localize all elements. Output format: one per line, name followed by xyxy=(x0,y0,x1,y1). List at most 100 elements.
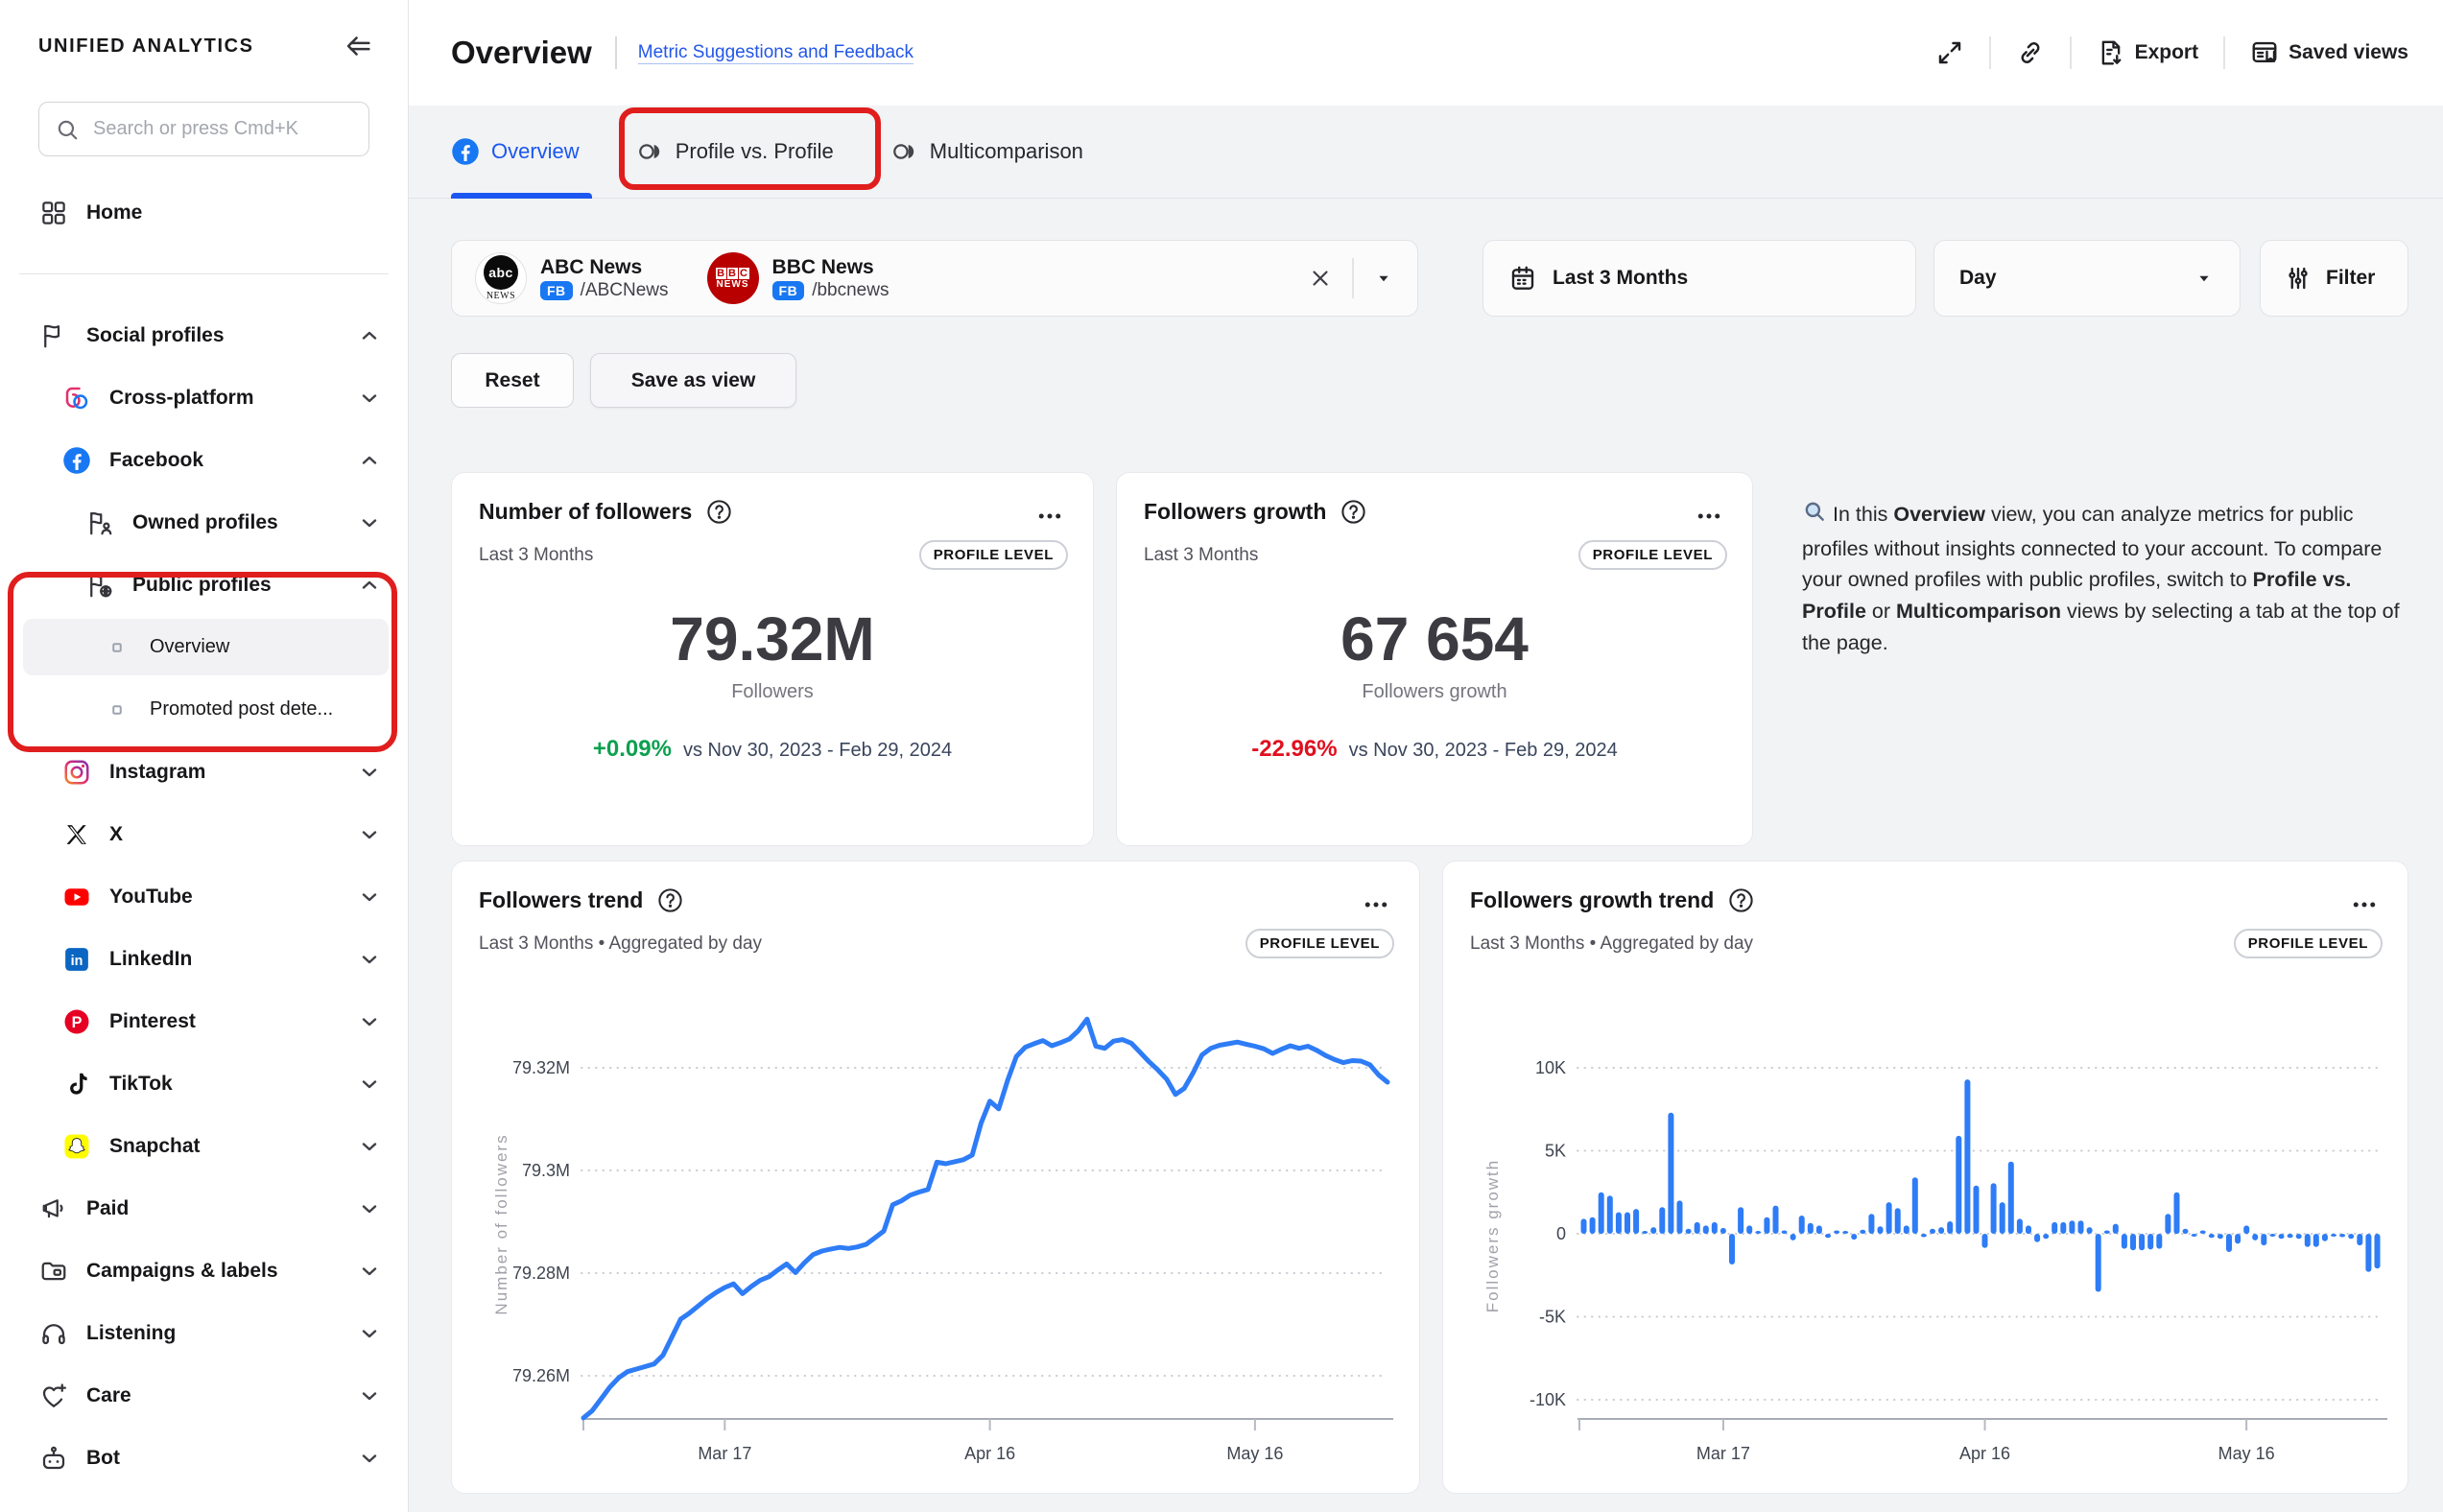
sidebar-item-label: Home xyxy=(86,201,143,224)
chevron-up-icon[interactable] xyxy=(358,324,381,347)
tab-label: Multicomparison xyxy=(929,139,1083,163)
svg-text:79.26M: 79.26M xyxy=(512,1366,570,1385)
granularity-select[interactable]: Day xyxy=(1933,240,2241,317)
info-text-segment: view, you can analyze metrics for public… xyxy=(1802,503,2383,592)
chevron-down-icon[interactable] xyxy=(358,948,381,971)
svg-text:0: 0 xyxy=(1556,1224,1566,1243)
help-icon[interactable] xyxy=(1727,886,1755,914)
sidebar-item-label: YouTube xyxy=(109,885,193,908)
help-icon[interactable] xyxy=(1340,498,1367,526)
card-menu-icon[interactable] xyxy=(1695,502,1723,531)
saved-views-button[interactable]: Saved views xyxy=(2250,38,2408,67)
svg-text:P: P xyxy=(72,1014,83,1031)
info-text-segment: Profile vs. Profile xyxy=(1802,568,2352,624)
filter-sliders-icon xyxy=(2284,264,2313,293)
date-range-button[interactable]: Last 3 Months xyxy=(1482,240,1916,317)
sidebar-search[interactable] xyxy=(38,102,369,156)
sidebar-item-linkedin[interactable]: in LinkedIn xyxy=(0,928,408,990)
export-button[interactable]: Export xyxy=(2097,38,2198,67)
kpi-value-label: Followers growth xyxy=(1362,681,1507,703)
filter-button[interactable]: Filter xyxy=(2260,240,2408,317)
folder-icon xyxy=(38,1256,69,1287)
collapse-sidebar-icon[interactable] xyxy=(341,29,375,63)
topbar-separator xyxy=(1988,36,1991,69)
card-menu-icon[interactable] xyxy=(1362,890,1390,919)
info-text-segment: or xyxy=(1865,600,1896,624)
instagram-icon xyxy=(61,757,92,788)
help-icon[interactable] xyxy=(705,498,733,526)
card-menu-icon[interactable] xyxy=(1035,502,1064,531)
chevron-down-icon[interactable] xyxy=(358,1322,381,1345)
sidebar-item-instagram[interactable]: Instagram xyxy=(0,741,408,803)
tab-multicomparison[interactable]: Multicomparison xyxy=(891,138,1083,165)
sidebar-item-label: Listening xyxy=(86,1321,177,1344)
chevron-down-icon[interactable] xyxy=(358,387,381,410)
sidebar-item-x[interactable]: X xyxy=(0,803,408,865)
svg-text:10K: 10K xyxy=(1535,1058,1566,1077)
chevron-up-icon[interactable] xyxy=(358,574,381,597)
chevron-down-icon[interactable] xyxy=(358,511,381,534)
sidebar-item-paid[interactable]: Paid xyxy=(0,1177,408,1240)
sidebar-item-cross-platform[interactable]: Cross-platform xyxy=(0,366,408,429)
sidebar-item-overview[interactable]: Overview xyxy=(0,616,408,678)
chevron-down-icon[interactable] xyxy=(358,1073,381,1096)
sidebar-item-tiktok[interactable]: TikTok xyxy=(0,1052,408,1115)
share-link-icon[interactable] xyxy=(2016,38,2045,67)
chevron-down-icon[interactable] xyxy=(358,886,381,909)
headphones-icon xyxy=(38,1318,69,1349)
flag-icon xyxy=(38,320,69,351)
number-of-followers-card: Number of followers Last 3 Months PROFIL… xyxy=(451,472,1094,846)
chevron-down-icon[interactable] xyxy=(358,1384,381,1407)
chevron-down-icon[interactable] xyxy=(358,1447,381,1470)
flag-globe-icon xyxy=(84,570,115,601)
sidebar-item-facebook[interactable]: Facebook xyxy=(0,429,408,491)
expand-icon[interactable] xyxy=(1935,38,1964,67)
reset-button[interactable]: Reset xyxy=(451,353,574,408)
sidebar-item-label: Cross-platform xyxy=(109,386,254,409)
card-menu-icon[interactable] xyxy=(2350,890,2379,919)
sidebar-item-campaigns-labels[interactable]: Campaigns & labels xyxy=(0,1240,408,1302)
sidebar-item-owned-profiles[interactable]: Owned profiles xyxy=(0,491,408,554)
sidebar-item-bot[interactable]: Bot xyxy=(0,1427,408,1489)
sidebar-item-promoted-post-detail[interactable]: Promoted post dete... xyxy=(0,678,408,741)
profile-selector-caret-icon[interactable] xyxy=(1373,268,1394,289)
sidebar-item-youtube[interactable]: YouTube xyxy=(0,865,408,928)
chevron-down-icon[interactable] xyxy=(358,1197,381,1220)
sidebar-item-label: Instagram xyxy=(109,760,206,783)
search-input[interactable] xyxy=(91,117,353,141)
topbar-separator xyxy=(2069,36,2072,69)
kpi-value-label: Followers xyxy=(731,681,814,703)
chevron-down-icon[interactable] xyxy=(358,1010,381,1033)
profile-chip-bbcnews[interactable]: B B C NEWS BBC News FB/bbcnews xyxy=(706,252,889,304)
sidebar-item-pinterest[interactable]: P Pinterest xyxy=(0,990,408,1052)
clear-profiles-icon[interactable] xyxy=(1308,266,1333,291)
help-icon[interactable] xyxy=(656,886,684,914)
chevron-down-icon[interactable] xyxy=(358,761,381,784)
sidebar-item-label: Paid xyxy=(86,1196,130,1219)
tab-label: Overview xyxy=(491,139,580,163)
tab-profile-vs-profile[interactable]: Profile vs. Profile xyxy=(637,138,834,165)
heart-plus-icon xyxy=(38,1381,69,1411)
sidebar-item-listening[interactable]: Listening xyxy=(0,1302,408,1364)
chevron-down-icon[interactable] xyxy=(358,1260,381,1283)
save-as-view-button[interactable]: Save as view xyxy=(590,353,796,408)
active-tab-underline xyxy=(451,193,592,199)
sidebar-item-home[interactable]: Home xyxy=(0,181,408,244)
sidebar-item-label: Promoted post dete... xyxy=(150,698,334,720)
sidebar-item-care[interactable]: Care xyxy=(0,1364,408,1427)
chevron-up-icon[interactable] xyxy=(358,449,381,472)
profile-selector[interactable]: abc NEWS ABC News FB/ABCNews B B C NEWS BBC News… xyxy=(451,240,1418,317)
chevron-down-icon[interactable] xyxy=(358,823,381,846)
svg-text:in: in xyxy=(71,954,83,969)
sidebar-item-social-profiles[interactable]: Social profiles xyxy=(0,304,408,366)
export-icon xyxy=(2097,38,2125,67)
search-emoji-icon xyxy=(1802,499,1827,533)
tab-overview[interactable]: Overview xyxy=(451,137,580,166)
sidebar-item-public-profiles[interactable]: Public profiles xyxy=(0,554,408,616)
bullet-icon xyxy=(102,632,132,663)
sidebar-item-label: Bot xyxy=(86,1446,120,1469)
metric-suggestions-link[interactable]: Metric Suggestions and Feedback xyxy=(637,42,914,62)
chevron-down-icon[interactable] xyxy=(358,1135,381,1158)
sidebar-item-snapchat[interactable]: Snapchat xyxy=(0,1115,408,1177)
profile-chip-abcnews[interactable]: abc NEWS ABC News FB/ABCNews xyxy=(475,252,669,304)
